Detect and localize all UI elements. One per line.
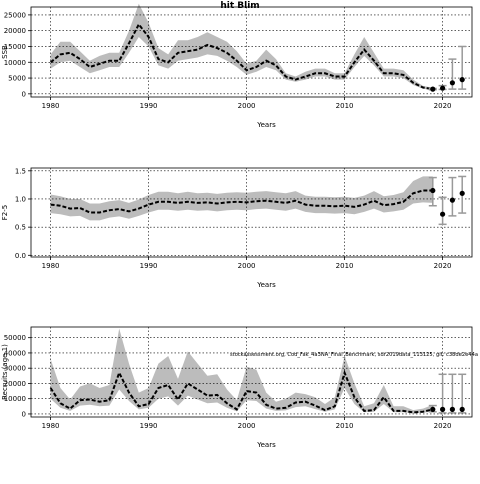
- forecast-point: [440, 85, 446, 91]
- x-axis-label: Years: [256, 121, 276, 129]
- figure-title: hit Blim: [220, 1, 259, 11]
- y-tick-label: 40000: [4, 349, 26, 357]
- forecast-point: [459, 190, 465, 196]
- forecast-point: [449, 406, 455, 412]
- x-tick-label: 2010: [336, 262, 354, 270]
- confidence-band: [50, 176, 433, 221]
- y-axis-label: Recruits (age 1): [1, 344, 9, 400]
- forecast-point: [440, 211, 446, 217]
- y-tick-label: 0.5: [15, 224, 26, 232]
- forecast-point: [449, 197, 455, 203]
- x-tick-label: 2010: [336, 422, 354, 430]
- y-tick-label: 0.0: [15, 252, 26, 260]
- forecast-point: [449, 80, 455, 86]
- x-tick-label: 2020: [434, 262, 452, 270]
- confidence-band: [50, 3, 433, 91]
- x-tick-label: 1990: [140, 262, 158, 270]
- forecast-point: [430, 406, 436, 412]
- y-axis-label: F2-5: [1, 205, 9, 220]
- plot-frame: [30, 6, 473, 98]
- y-tick-label: 5000: [8, 75, 26, 83]
- forecast-point: [430, 86, 436, 92]
- forecast-point: [459, 406, 465, 412]
- x-tick-label: 2000: [238, 262, 256, 270]
- y-tick-label: 0: [22, 410, 26, 418]
- y-tick-label: 25000: [4, 11, 26, 19]
- y-tick-label: 15000: [4, 43, 26, 51]
- x-tick-label: 1980: [42, 102, 60, 110]
- x-tick-label: 2000: [238, 422, 256, 430]
- estimate-line: [49, 22, 433, 91]
- estimate-line: [50, 189, 433, 214]
- y-axis-label: SSB: [1, 45, 9, 59]
- y-tick-label: 1.0: [15, 195, 26, 203]
- x-tick-label: 1990: [140, 102, 158, 110]
- x-axis-label: Years: [256, 281, 276, 289]
- chart-panel-1: 1980 1990 2000 2010 2020 0 5000 10000 15000 20000…: [1, 3, 473, 129]
- x-tick-label: 2020: [434, 102, 452, 110]
- plot-frame: [30, 167, 473, 258]
- x-axis-label: Years: [256, 441, 276, 449]
- y-tick-label: 20000: [4, 380, 26, 388]
- forecast-point: [440, 406, 446, 412]
- y-tick-label: 10000: [4, 59, 26, 67]
- estimate-line: [49, 369, 434, 414]
- y-tick-label: 10000: [4, 395, 26, 403]
- x-tick-label: 2000: [238, 102, 256, 110]
- y-tick-label: 50000: [4, 334, 26, 342]
- chart-panel-3: 1980 1990 2000 2010 2020 0 10000 20000 30000 4000…: [1, 326, 473, 449]
- y-tick-label: 0: [22, 90, 26, 98]
- x-tick-label: 2020: [434, 422, 452, 430]
- x-tick-label: 1980: [42, 262, 60, 270]
- confidence-band: [50, 328, 433, 414]
- chart-panel-2: 1980 1990 2000 2010 2020 0.0 0.5 1.0 1.5 Years F2-…: [1, 167, 473, 289]
- x-tick-label: 1980: [42, 422, 60, 430]
- forecast-point: [459, 77, 465, 83]
- annotation-text: stockassessment.org, Cod_Fak_4a3NA_Final…: [230, 352, 478, 358]
- plot-frame: [30, 326, 473, 418]
- forecast-point: [430, 187, 436, 194]
- y-tick-label: 30000: [4, 365, 26, 373]
- x-tick-label: 2010: [336, 102, 354, 110]
- y-tick-label: 1.5: [15, 167, 26, 175]
- y-tick-label: 20000: [4, 27, 26, 35]
- x-tick-label: 1990: [140, 422, 158, 430]
